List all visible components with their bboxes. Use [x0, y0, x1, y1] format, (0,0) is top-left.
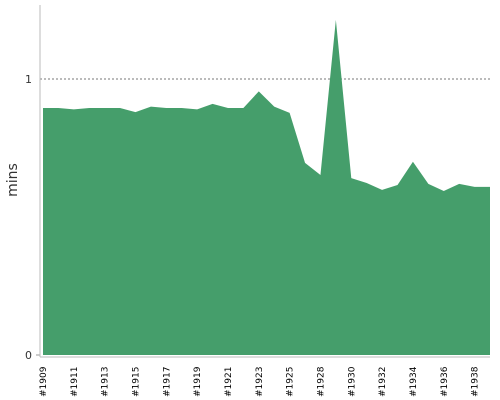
x-tick-label: #1936	[440, 366, 450, 397]
x-tick-label: #1928	[316, 366, 326, 397]
y-tick-label: 0	[25, 349, 32, 362]
x-tick-label: #1921	[224, 367, 234, 397]
x-tick-label: #1930	[347, 366, 357, 397]
x-tick-label: #1938	[471, 366, 481, 397]
y-tick-label: 1	[25, 73, 32, 86]
x-tick-label: #1915	[131, 367, 141, 397]
area	[43, 19, 490, 355]
y-axis-label: mins	[5, 163, 21, 197]
x-tick-label: #1932	[378, 367, 388, 397]
x-tick-label: #1925	[286, 367, 296, 397]
x-tick-label: #1911	[70, 367, 80, 397]
x-tick-label: #1917	[162, 367, 172, 397]
x-tick-label: #1913	[101, 367, 111, 397]
x-tick-label: #1909	[39, 366, 49, 397]
x-tick-label: #1923	[255, 367, 265, 397]
x-tick-label: #1934	[409, 366, 419, 397]
x-tick-label: #1919	[193, 366, 203, 397]
